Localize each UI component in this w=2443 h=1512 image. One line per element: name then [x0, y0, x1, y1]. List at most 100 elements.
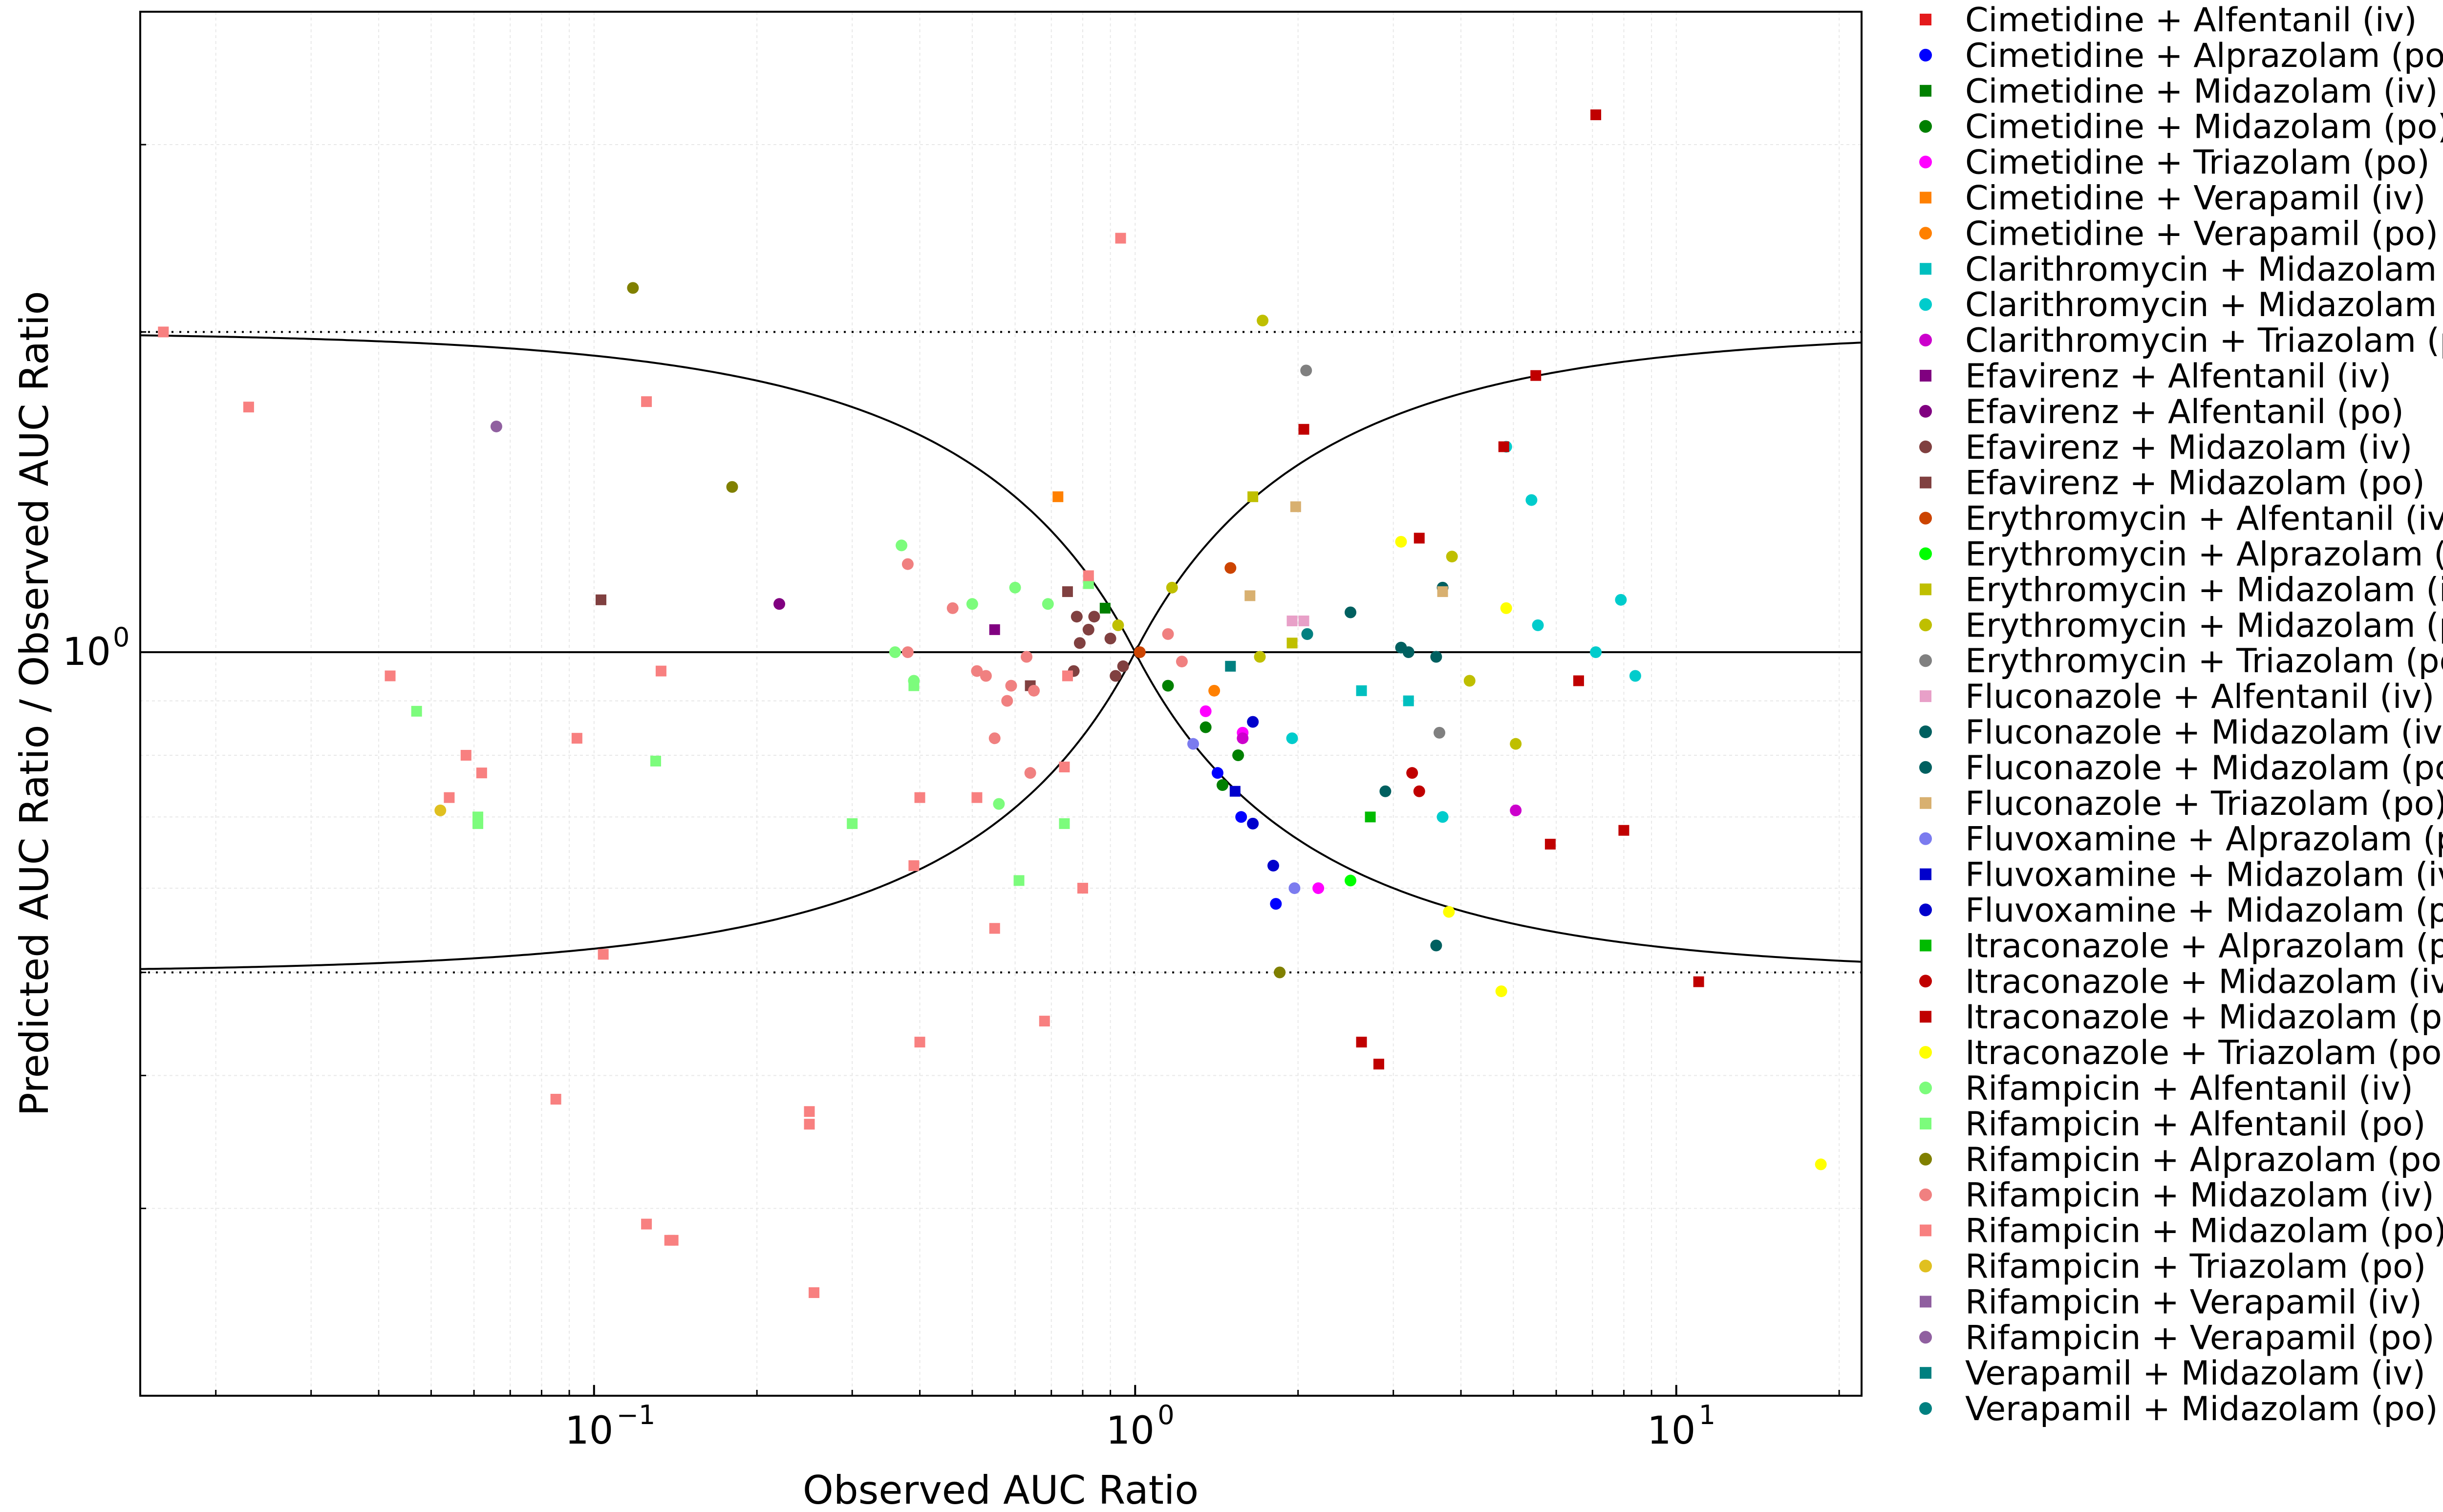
data-point [1301, 628, 1313, 640]
data-point [971, 792, 983, 803]
legend-marker [1920, 1011, 1931, 1023]
data-point [1379, 785, 1392, 797]
data-point [1693, 976, 1704, 987]
data-point [914, 792, 925, 803]
data-point [989, 923, 1000, 934]
data-point [1298, 424, 1309, 435]
data-point [1071, 611, 1083, 623]
legend-marker [1919, 1402, 1932, 1415]
data-point [1270, 898, 1282, 910]
legend-marker [1919, 903, 1932, 916]
data-point [1225, 660, 1236, 672]
legend-marker [1919, 405, 1932, 418]
data-point [472, 811, 484, 823]
data-point [1001, 695, 1013, 707]
data-points [158, 109, 1827, 1298]
legend-label: Clarithromycin + Triazolam (po) [1965, 321, 2443, 360]
legend-label: Rifampicin + Alfentanil (po) [1965, 1105, 2426, 1144]
legend-label: Clarithromycin + Midazolam (po) [1965, 286, 2443, 324]
data-point [1815, 1158, 1827, 1171]
data-point [1232, 749, 1244, 762]
legend-marker [1919, 120, 1932, 133]
data-point [1525, 494, 1538, 506]
data-point [1237, 732, 1249, 745]
data-point [650, 755, 661, 767]
legend-marker [1920, 85, 1931, 97]
data-point [641, 396, 652, 407]
legend-marker [1919, 1188, 1932, 1201]
data-point [1430, 939, 1442, 952]
legend-label: Clarithromycin + Midazolam (iv) [1965, 250, 2443, 289]
legend-label: Erythromycin + Alfentanil (iv) [1965, 500, 2443, 538]
legend-item: Efavirenz + Midazolam (iv) [1919, 428, 2412, 467]
legend-item: Fluconazole + Alfentanil (iv) [1920, 678, 2434, 716]
data-point [988, 732, 1001, 745]
data-point [1244, 590, 1256, 601]
legend-item: Verapamil + Midazolam (iv) [1920, 1354, 2425, 1393]
legend-item: Rifampicin + Midazolam (iv) [1919, 1176, 2434, 1215]
data-point [993, 798, 1005, 810]
data-point [1247, 491, 1259, 502]
upper-limit-curve [140, 334, 1862, 653]
grid-lines [140, 11, 1862, 1396]
data-point [571, 733, 582, 744]
data-point [773, 598, 786, 610]
data-point [550, 1094, 561, 1105]
legend-label: Rifampicin + Midazolam (po) [1965, 1212, 2443, 1251]
legend-item: Verapamil + Midazolam (po) [1919, 1390, 2438, 1428]
data-point [966, 598, 978, 610]
legend-marker [1919, 975, 1932, 988]
data-point [158, 326, 169, 338]
data-point [655, 665, 666, 677]
legend-item: Efavirenz + Alfentanil (po) [1919, 393, 2404, 431]
data-point [385, 670, 396, 681]
data-point [1039, 1016, 1050, 1027]
y-tick-label: 10 [63, 630, 111, 674]
legend-marker [1919, 440, 1932, 453]
data-point [1414, 532, 1425, 544]
data-point [1088, 611, 1100, 623]
data-point [1500, 602, 1512, 614]
legend-label: Fluconazole + Triazolam (po) [1965, 785, 2443, 823]
legend-marker [1920, 1224, 1931, 1236]
data-point [1059, 761, 1070, 772]
legend-item: Cimetidine + Verapamil (iv) [1920, 179, 2426, 218]
data-point [1446, 551, 1458, 563]
legend-item: Cimetidine + Alprazolam (po) [1919, 37, 2443, 75]
data-point [1498, 441, 1509, 452]
legend-item: Fluvoxamine + Midazolam (po) [1919, 892, 2443, 930]
data-point [908, 860, 920, 871]
legend-item: Erythromycin + Midazolam (iv) [1920, 571, 2443, 609]
legend-item: Cimetidine + Midazolam (po) [1919, 108, 2443, 147]
data-point [971, 665, 983, 677]
legend-label: Efavirenz + Midazolam (iv) [1965, 428, 2412, 467]
legend-item: Cimetidine + Midazolam (iv) [1920, 72, 2438, 111]
legend-marker [1920, 370, 1931, 382]
data-point [1112, 619, 1124, 631]
legend-label: Erythromycin + Alprazolam (po) [1965, 535, 2443, 574]
data-point [411, 705, 422, 717]
legend-item: Clarithromycin + Midazolam (po) [1919, 286, 2443, 324]
legend-item: Erythromycin + Triazolam (po) [1919, 642, 2443, 681]
data-point [1229, 786, 1241, 797]
legend-label: Fluvoxamine + Alprazolam (po) [1965, 820, 2443, 859]
legend-label: Itraconazole + Alprazolam (po) [1965, 927, 2443, 965]
data-point [490, 420, 502, 432]
data-point [641, 1218, 652, 1230]
legend-label: Rifampicin + Alfentanil (iv) [1965, 1069, 2413, 1108]
legend-marker [1919, 298, 1932, 311]
legend-marker [1920, 14, 1931, 25]
legend-item: Rifampicin + Midazolam (po) [1920, 1212, 2443, 1251]
data-point [1286, 638, 1298, 649]
data-point [444, 792, 455, 803]
data-point [1166, 581, 1178, 594]
legend-item: Rifampicin + Alprazolam (po) [1919, 1141, 2443, 1179]
data-point [1009, 581, 1021, 594]
x-tick-label-exponent: 1 [1699, 1400, 1715, 1430]
data-point [1530, 370, 1542, 381]
legend-item: Erythromycin + Alprazolam (po) [1919, 535, 2443, 574]
data-point [908, 680, 920, 691]
legend-label: Efavirenz + Midazolam (po) [1965, 464, 2425, 503]
data-point [1395, 641, 1407, 654]
